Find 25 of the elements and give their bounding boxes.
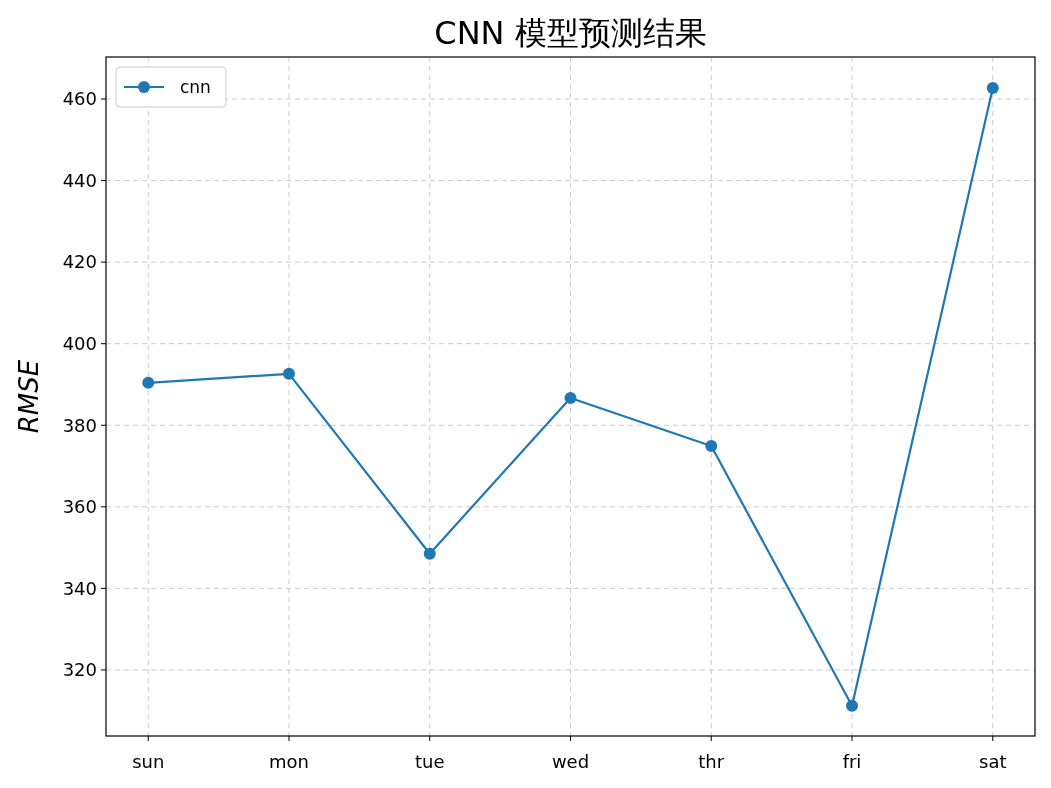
y-tick-label: 420: [62, 251, 97, 273]
point: [986, 81, 999, 94]
x-tick-label: fri: [842, 751, 862, 772]
x-tick-label: sat: [979, 751, 1007, 772]
point: [282, 367, 295, 380]
x-tick-label: thr: [698, 751, 725, 772]
y-tick-label: 380: [62, 414, 97, 436]
legend-label: cnn: [180, 76, 211, 97]
point: [564, 391, 577, 404]
y-tick-label: 460: [62, 88, 97, 110]
x-tick-label: tue: [414, 751, 445, 772]
chart-title: CNN 模型预测结果: [434, 14, 707, 52]
y-axis-title: RMSE: [14, 359, 44, 434]
point: [423, 547, 436, 560]
point: [846, 699, 859, 712]
x-tick-label: wed: [551, 751, 590, 772]
point: [705, 440, 718, 453]
point: [142, 376, 155, 389]
y-tick-label: 360: [62, 496, 97, 518]
x-tick-label: sun: [132, 751, 165, 772]
y-tick-label: 400: [62, 332, 97, 354]
y-tick-label: 340: [62, 577, 97, 599]
y-tick-label: 440: [62, 169, 97, 191]
x-tick-label: mon: [269, 751, 309, 772]
y-tick-label: 320: [62, 659, 97, 681]
